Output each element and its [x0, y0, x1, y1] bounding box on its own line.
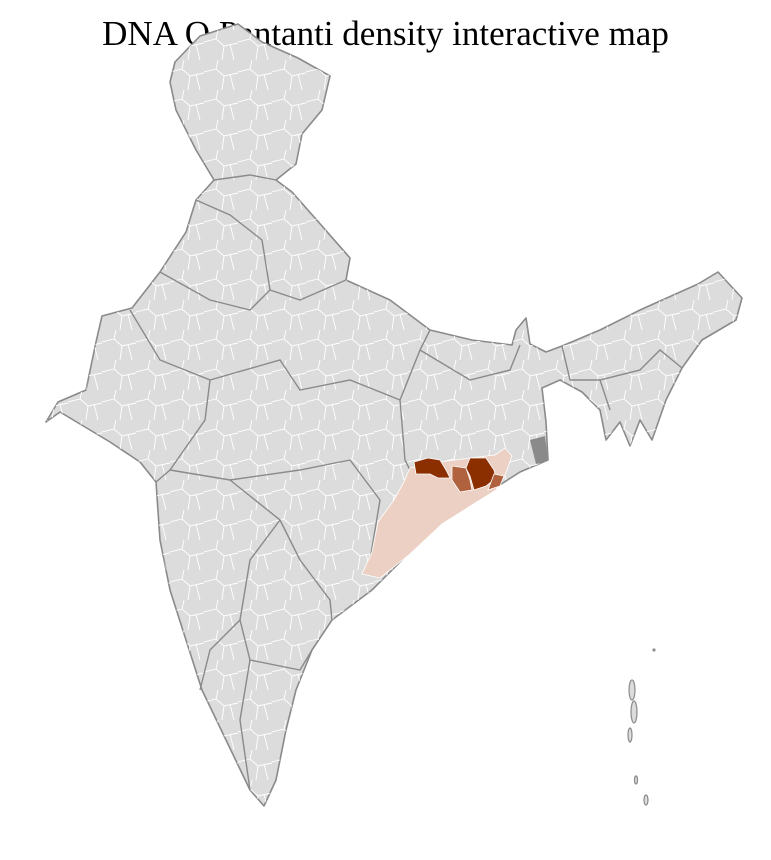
- odisha-density[interactable]: [361, 436, 548, 579]
- west-bengal-sundarbans: [530, 436, 548, 464]
- state-borders: [129, 174, 683, 791]
- district-lines: [46, 24, 742, 806]
- region-high-density[interactable]: [413, 457, 451, 479]
- region-medium-density[interactable]: [487, 473, 505, 491]
- region-high-density[interactable]: [465, 457, 497, 491]
- andaman-nicobar-islands: [627, 648, 656, 806]
- country-shape[interactable]: [45, 23, 743, 807]
